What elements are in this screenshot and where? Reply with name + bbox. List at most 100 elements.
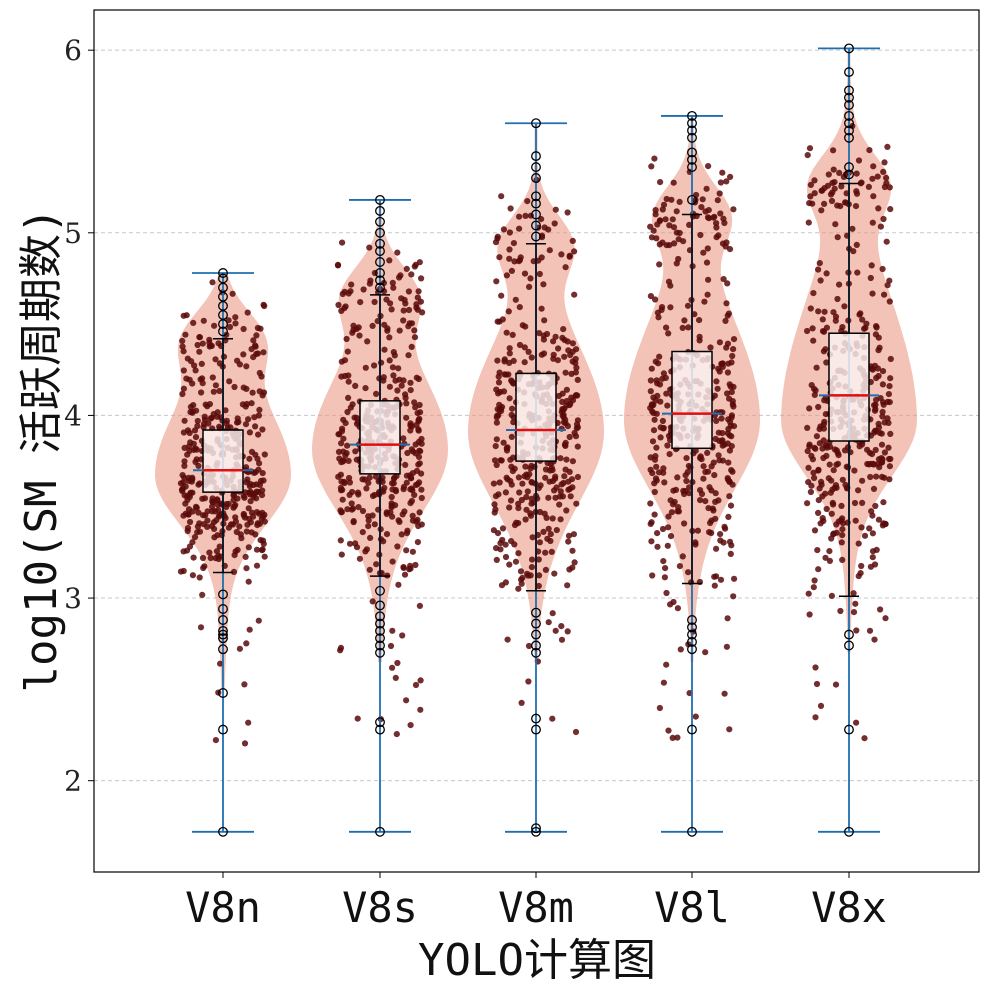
data-point	[413, 304, 420, 311]
data-point	[237, 531, 244, 538]
data-point	[257, 325, 264, 332]
data-point	[647, 293, 655, 300]
data-point	[700, 463, 707, 470]
data-point	[392, 674, 399, 682]
data-point	[830, 166, 837, 173]
data-point	[883, 174, 890, 181]
data-point	[670, 487, 677, 494]
data-point	[416, 460, 423, 467]
outlier-point	[218, 604, 228, 614]
data-point	[853, 627, 860, 634]
data-point	[837, 607, 844, 615]
data-point	[386, 383, 393, 390]
data-point	[186, 429, 193, 437]
data-point	[832, 482, 840, 489]
data-point	[656, 261, 663, 268]
data-point	[256, 406, 263, 413]
data-point	[886, 184, 893, 191]
data-point	[181, 458, 188, 465]
data-point	[206, 549, 213, 556]
data-point	[696, 337, 703, 344]
data-point	[675, 236, 682, 243]
data-point	[342, 420, 349, 427]
data-point	[660, 425, 667, 432]
data-point	[231, 383, 238, 391]
data-point	[493, 278, 500, 285]
data-point	[851, 467, 858, 474]
data-point	[523, 494, 530, 501]
data-point	[863, 320, 870, 327]
data-point	[509, 331, 516, 338]
data-point	[236, 523, 243, 530]
data-point	[546, 478, 553, 485]
data-point	[659, 417, 667, 425]
data-point	[675, 508, 683, 515]
data-point	[830, 147, 837, 154]
data-point	[551, 570, 558, 577]
data-point	[240, 512, 247, 519]
data-point	[383, 531, 391, 538]
data-point	[574, 424, 582, 431]
data-point	[261, 302, 268, 310]
data-point	[412, 404, 419, 411]
data-point	[812, 664, 819, 671]
data-point	[560, 326, 567, 333]
data-point	[819, 493, 826, 500]
data-point	[702, 649, 709, 656]
data-point	[222, 407, 229, 414]
data-point	[881, 419, 888, 426]
outlier-point	[375, 238, 385, 249]
outlier-point	[844, 169, 854, 180]
outlier-point	[844, 100, 854, 110]
data-point	[561, 336, 568, 344]
data-point	[355, 504, 362, 511]
data-point	[186, 491, 193, 498]
data-point	[839, 324, 846, 331]
data-point	[832, 681, 840, 688]
data-point	[656, 353, 663, 360]
data-point	[829, 486, 836, 493]
data-point	[817, 702, 825, 710]
data-point	[409, 548, 416, 555]
data-point	[886, 277, 893, 284]
data-point	[498, 193, 505, 200]
data-point	[186, 447, 193, 454]
data-point	[200, 564, 207, 572]
data-point	[717, 210, 724, 217]
data-point	[818, 207, 825, 214]
box-V8n	[202, 429, 244, 493]
data-point	[199, 380, 206, 387]
data-point	[493, 556, 500, 564]
data-point	[346, 474, 353, 482]
data-point	[665, 513, 672, 520]
data-point	[555, 392, 563, 400]
data-point	[503, 329, 510, 336]
data-point	[868, 262, 875, 269]
data-point	[879, 381, 887, 388]
data-point	[572, 369, 580, 376]
outlier-point	[218, 644, 228, 655]
data-point	[373, 561, 380, 568]
data-point	[665, 524, 672, 531]
data-point	[189, 572, 196, 579]
outlier-point	[218, 688, 228, 698]
data-point	[197, 624, 205, 631]
data-point	[515, 550, 522, 557]
data-point	[685, 324, 692, 331]
data-point	[506, 246, 513, 253]
data-point	[400, 317, 407, 324]
data-point	[819, 316, 826, 323]
data-point	[260, 349, 267, 356]
data-point	[188, 358, 195, 365]
data-point	[648, 538, 655, 545]
data-point	[246, 489, 253, 496]
data-point	[561, 473, 568, 480]
data-point	[816, 260, 823, 267]
data-point	[648, 365, 655, 372]
data-point	[550, 355, 557, 362]
data-point	[536, 508, 544, 516]
data-point	[574, 417, 582, 424]
data-point	[371, 298, 378, 306]
data-point	[253, 508, 260, 516]
x-tick-label: V8x	[811, 883, 887, 932]
